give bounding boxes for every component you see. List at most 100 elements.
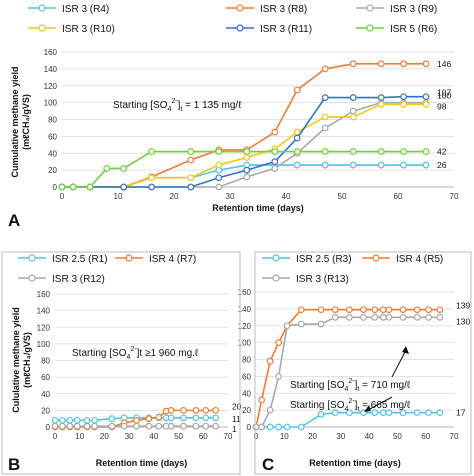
data-point (331, 306, 339, 314)
data-point (91, 416, 98, 424)
legend-item: ISR 3 (R10) (28, 24, 115, 35)
legend-label: ISR 3 (R11) (260, 24, 312, 35)
series-isr-5-r6: 42 (58, 147, 447, 191)
legend-label: ISR 3 (R9) (390, 4, 437, 15)
data-point (192, 422, 200, 430)
x-tick-label: 10 (114, 192, 123, 201)
legend-label: ISR 4 (R7) (149, 254, 196, 265)
end-value-label: 20 (232, 401, 242, 411)
data-point (400, 148, 408, 155)
data-point (148, 183, 156, 191)
x-tick-label: 40 (149, 432, 158, 441)
data-point (271, 158, 279, 166)
data-point (145, 422, 153, 430)
data-point (145, 415, 153, 423)
data-point (215, 161, 223, 169)
y-tick-label: 140 (44, 65, 58, 74)
data-point (120, 165, 127, 172)
x-tick-label: 0 (53, 432, 58, 441)
data-point (413, 313, 421, 321)
data-point (345, 409, 353, 417)
data-point (400, 161, 408, 169)
data-point (66, 416, 74, 424)
data-point (266, 357, 274, 365)
legend-item: ISR 3 (R13) (262, 274, 349, 285)
legend-label: ISR 3 (R10) (62, 24, 115, 35)
data-point (317, 320, 325, 328)
data-point (212, 422, 220, 430)
arrowhead (364, 405, 371, 412)
data-point (120, 422, 128, 430)
legend-item: ISR 4 (R7) (115, 254, 196, 265)
data-point (297, 320, 305, 328)
data-point (66, 422, 74, 430)
data-point (215, 174, 223, 182)
data-point (293, 161, 301, 169)
data-point (148, 174, 156, 182)
legend-label: ISR 4 (R5) (396, 254, 443, 265)
data-point (385, 409, 393, 417)
y-tick-label: 140 (37, 307, 51, 316)
data-point (271, 165, 279, 172)
x-tick-label: 20 (308, 432, 317, 441)
end-value-label: 139 (456, 301, 470, 311)
data-point (187, 174, 195, 182)
x-tick-label: 20 (100, 432, 109, 441)
data-point (293, 148, 301, 155)
data-point (120, 183, 127, 191)
data-point (349, 148, 357, 155)
data-point (349, 161, 357, 169)
y-tick-label: 140 (238, 305, 252, 314)
legend-label: ISR 3 (R13) (296, 274, 349, 285)
y-tick-label: 120 (44, 82, 58, 91)
data-point (215, 148, 223, 155)
x-tick-label: 30 (226, 192, 235, 201)
data-point (73, 422, 81, 430)
data-point (91, 422, 98, 430)
data-point (59, 422, 66, 430)
x-tick-label: 40 (282, 192, 291, 201)
annotation-arrow (367, 396, 393, 411)
data-point (422, 93, 430, 101)
data-point (400, 100, 408, 108)
data-point (385, 306, 393, 314)
y-tick-label: 120 (37, 323, 51, 332)
x-tick-label: 0 (254, 432, 259, 441)
y-tick-label: 40 (48, 149, 57, 158)
legend-item: ISR 4 (R5) (362, 254, 443, 265)
data-point (345, 306, 353, 314)
data-point (243, 173, 251, 181)
chart-panel-c: 0 20 40 60 80 100 120 140 160 0 10 20 30 40 50 60 70 Rete… (238, 254, 471, 474)
panel-letter: B (8, 455, 20, 474)
data-point (349, 94, 357, 101)
y-tick-label: 100 (238, 339, 252, 348)
data-point (180, 422, 187, 430)
data-point (377, 148, 385, 155)
arrowhead (402, 346, 409, 354)
data-point (58, 183, 66, 191)
end-value-label: 26 (437, 160, 447, 170)
data-point (108, 422, 116, 430)
data-point (297, 423, 305, 431)
y-tick-label: 100 (37, 340, 51, 349)
y-tick-label: 160 (37, 290, 51, 299)
y-tick-label: 100 (44, 99, 58, 108)
data-point (321, 113, 329, 121)
data-point (202, 406, 210, 414)
data-point (283, 322, 291, 330)
data-point (243, 154, 251, 161)
x-tick-label: 20 (170, 192, 179, 201)
legend-label: ISR 2.5 (R1) (52, 254, 108, 265)
y-tick-label: 120 (238, 322, 252, 331)
data-point (331, 409, 339, 417)
data-point (349, 107, 357, 115)
annotation-text: Starting [SO42-]t = 1 135 mg/ℓ (113, 98, 242, 113)
chart-panel-a: 0 20 40 60 80 100 120 140 160 0 10 20 30 40 50 60 70 Rete… (8, 4, 459, 230)
end-value-label: 146 (437, 59, 451, 69)
x-axis-label: Retention time (days) (212, 203, 304, 213)
legend-item: ISR 2.5 (R1) (18, 254, 108, 265)
x-axis-label: Retention time (days) (96, 458, 188, 468)
data-point (399, 306, 407, 314)
data-point (377, 60, 385, 68)
data-point (283, 423, 291, 431)
